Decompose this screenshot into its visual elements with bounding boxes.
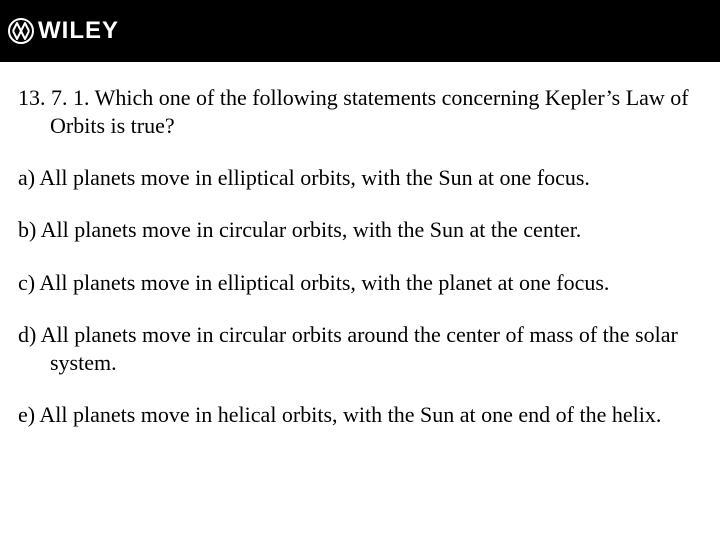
option-c: c) All planets move in elliptical orbits… (18, 269, 702, 297)
wiley-logo-mark-icon (8, 18, 34, 44)
wiley-logo-text: WILEY (38, 17, 119, 45)
wiley-logo: WILEY (8, 17, 119, 45)
question-text: 13. 7. 1. Which one of the following sta… (18, 84, 702, 140)
option-e: e) All planets move in helical orbits, w… (18, 401, 702, 429)
slide-content: 13. 7. 1. Which one of the following sta… (0, 62, 720, 429)
option-d: d) All planets move in circular orbits a… (18, 321, 702, 377)
option-b: b) All planets move in circular orbits, … (18, 216, 702, 244)
option-a: a) All planets move in elliptical orbits… (18, 164, 702, 192)
header-bar: WILEY (0, 0, 720, 62)
